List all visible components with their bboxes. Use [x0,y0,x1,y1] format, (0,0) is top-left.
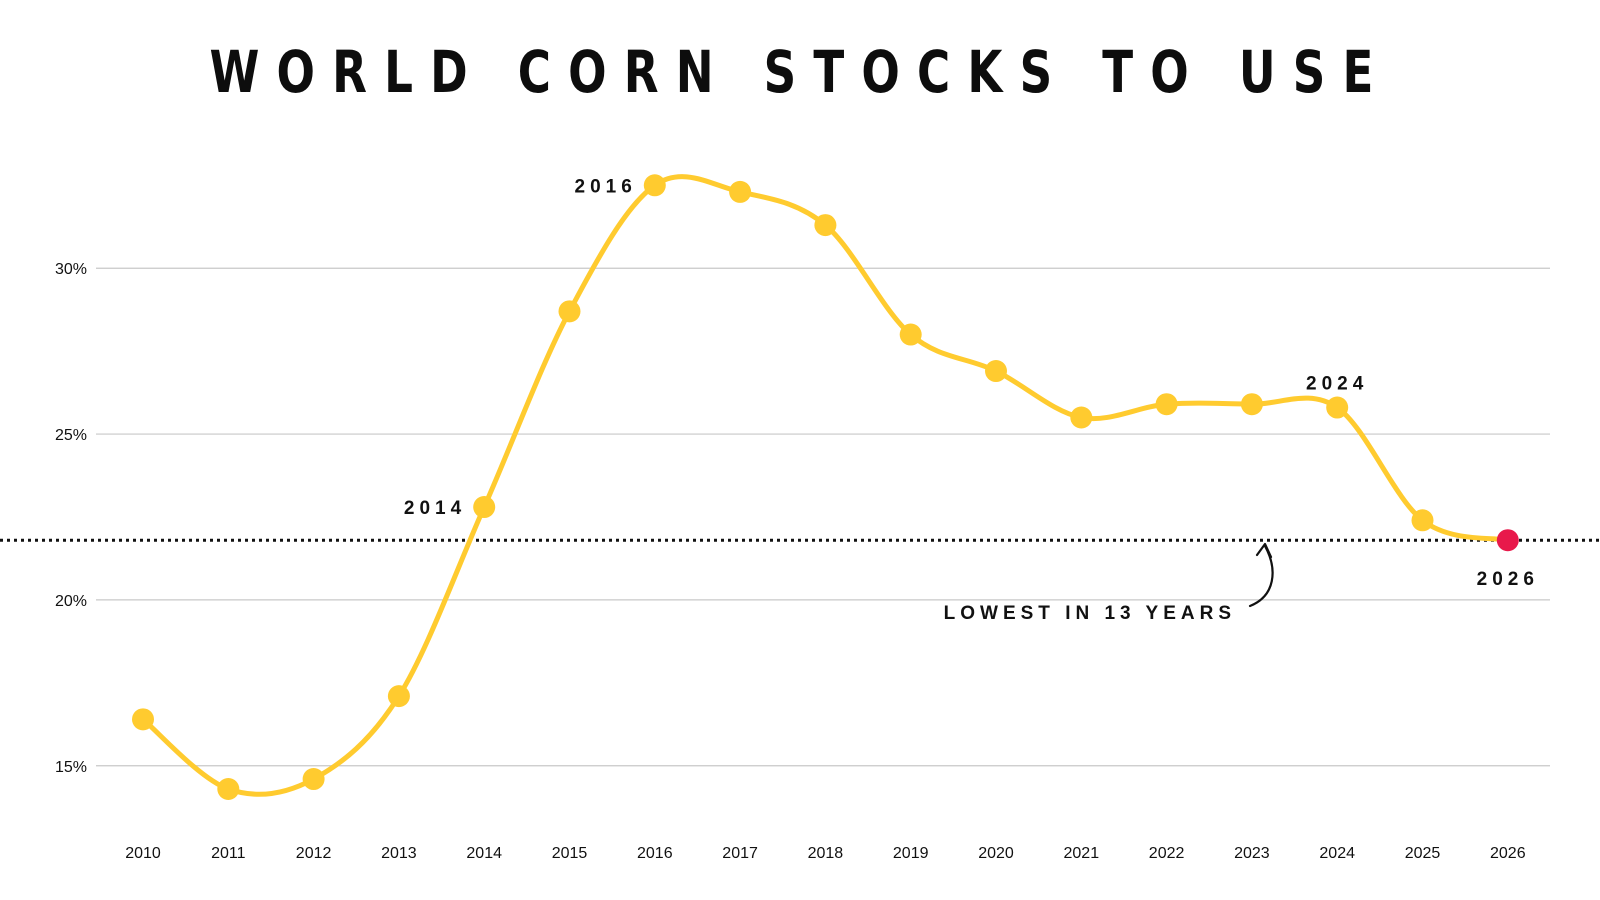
data-point [387,685,410,708]
x-tick-label: 2025 [1405,845,1441,862]
annotation-arrowhead [1255,542,1273,559]
data-point [1411,509,1434,532]
x-axis-ticks: 2010 2011 2012 2013 2014 2015 2016 2017 2018 2019… [125,845,1525,862]
x-tick-label: 2024 [1319,845,1355,862]
x-tick-label: 2026 [1490,845,1526,862]
x-tick-label: 2020 [978,845,1014,862]
data-point [302,768,325,791]
x-tick-label: 2022 [1149,845,1185,862]
data-point [1155,393,1178,416]
point-label: 2024 [1306,374,1368,395]
point-label: 2016 [575,176,637,197]
point-label: 2026 [1477,569,1539,590]
x-tick-label: 2016 [637,845,673,862]
x-tick-label: 2018 [808,845,844,862]
y-tick-label: 15% [55,759,87,776]
data-point [985,360,1007,383]
data-point [1070,406,1093,429]
y-tick-label: 30% [55,261,87,278]
x-tick-label: 2023 [1234,845,1270,862]
data-point [132,708,154,731]
point-labels: 2014 2016 2024 2026 [404,176,1539,590]
series-line [140,174,1511,797]
x-tick-label: 2011 [211,845,246,862]
x-tick-label: 2012 [296,845,332,862]
x-tick-label: 2021 [1064,845,1100,862]
data-point [217,777,240,800]
y-tick-label: 20% [55,593,87,610]
series-line-group [140,174,1511,797]
x-tick-label: 2019 [893,845,929,862]
x-tick-label: 2015 [552,845,588,862]
data-point [729,180,752,203]
point-label: 2014 [404,498,466,519]
chart-title: WORLD CORN STOCKS TO USE [209,38,1391,106]
data-points [132,174,1519,800]
data-point [814,214,837,237]
annotation-text: LOWEST IN 13 YEARS [944,603,1236,624]
x-tick-label: 2010 [125,845,161,862]
annotation-group: LOWEST IN 13 YEARS [944,542,1274,624]
x-tick-label: 2013 [381,845,417,862]
y-tick-label: 25% [55,427,87,444]
gridlines [96,267,1550,767]
x-tick-label: 2017 [722,845,758,862]
data-point [1240,393,1263,416]
data-point [473,496,496,519]
data-point-highlight [1496,529,1519,552]
data-point [1326,396,1349,419]
data-point [643,174,666,197]
data-point [558,300,581,323]
y-axis-ticks: 15% 20% 25% 30% [55,261,87,776]
x-tick-label: 2014 [466,845,502,862]
data-point [899,323,922,346]
